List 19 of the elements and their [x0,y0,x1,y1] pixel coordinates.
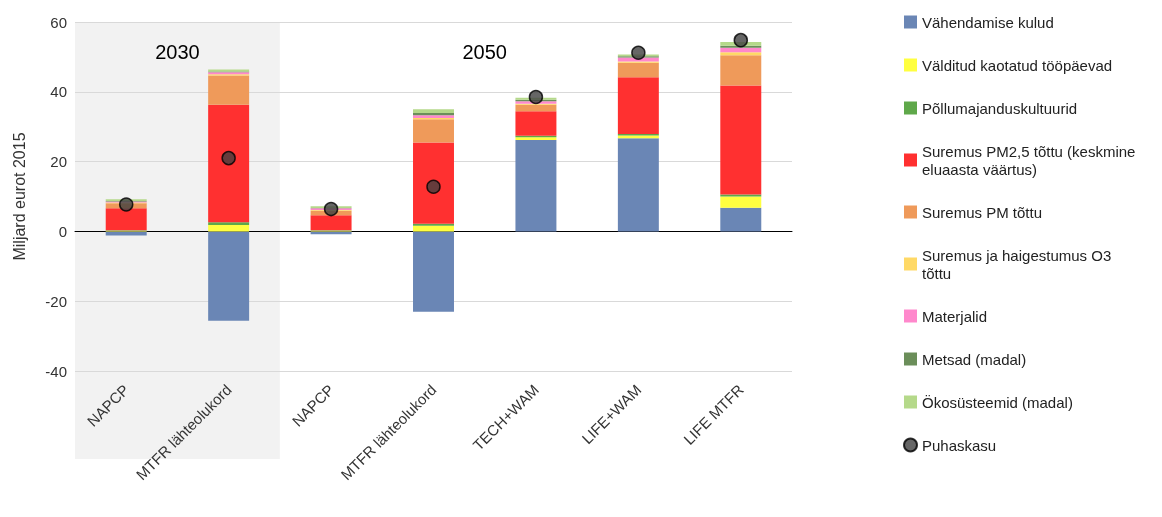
y-tick-label: 0 [58,222,67,240]
legend-label: Puhaskasu [922,436,997,454]
legend-label: Metsad (madal) [922,350,1027,368]
band-label: 2030 [155,41,200,63]
y-tick-label: 60 [50,13,67,31]
y-tick-label: 20 [50,153,67,171]
legend-label: Põllumajanduskultuurid [922,99,1078,117]
legend-label: Suremus PM tõttu [922,203,1043,221]
y-axis-title: Miljard eurot 2015 [10,132,28,261]
legend-label: Vähendamise kulud [922,13,1054,31]
annotation: 2050 [462,41,507,63]
legend-label: Välditud kaotatud tööpäevad [922,56,1113,74]
legend-label: Ökosüsteemid (madal) [922,393,1073,411]
legend-label: Suremus ja haigestumus O3 tõttu [922,246,1116,282]
legend-label: Materjalid [922,307,988,325]
legend-label: Suremus PM2,5 tõttu (keskmine eluaasta väärtus) [922,142,1140,178]
y-tick-label: -40 [45,362,67,380]
y-tick-label: 40 [50,83,67,101]
y-tick-label: -20 [45,292,67,310]
